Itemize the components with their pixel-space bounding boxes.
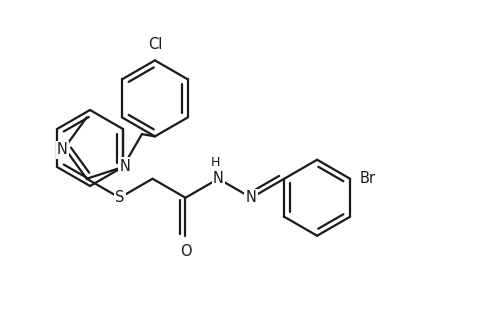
Text: N: N <box>120 159 130 173</box>
Text: N: N <box>246 190 257 205</box>
Text: N: N <box>213 171 224 186</box>
Text: S: S <box>115 190 124 205</box>
Text: N: N <box>57 143 68 157</box>
Text: Br: Br <box>360 171 376 186</box>
Text: Cl: Cl <box>148 37 162 52</box>
Text: H: H <box>211 156 220 169</box>
Text: O: O <box>180 244 191 259</box>
